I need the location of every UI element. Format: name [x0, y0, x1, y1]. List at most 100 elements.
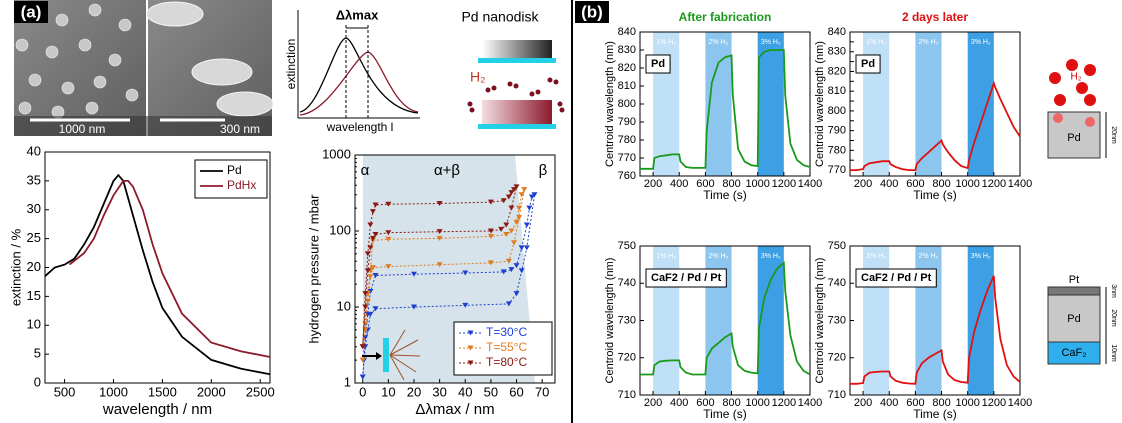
pulse-label: 1% H₂	[656, 253, 676, 260]
marker	[369, 209, 376, 215]
pulse-band	[967, 246, 994, 395]
marker	[503, 231, 510, 237]
panel-label: (b)	[581, 2, 603, 21]
x-axis-label: Time (s)	[913, 407, 957, 421]
x-tick-label: 1000	[955, 397, 979, 409]
x-axis-label: wavelength / nm	[102, 401, 212, 418]
legend-marker	[467, 360, 474, 366]
layer-label: Pd	[1067, 313, 1080, 325]
marker	[359, 374, 366, 380]
sample-label-box	[855, 268, 937, 288]
marker	[518, 245, 525, 251]
series-line	[850, 80, 1021, 171]
y-tick-label: 710	[618, 389, 636, 401]
marker	[436, 235, 443, 241]
nanodisk-schematic: Pd nanodisk H₂	[461, 9, 565, 129]
x-axis-label: Time (s)	[703, 407, 747, 421]
y-tick-label: 830	[618, 44, 636, 56]
y-tick-label: 100	[329, 222, 351, 237]
pulse-band	[653, 246, 680, 395]
x-tick-label: 600	[906, 397, 924, 409]
x-tick-label: 30	[432, 384, 446, 399]
y-tick-label: 40	[27, 143, 41, 158]
peak-shift-label: Δλmax	[336, 7, 379, 22]
y-tick-label: 790	[618, 116, 636, 128]
sem-image: 1000 nm 300 nm (a)	[14, 0, 274, 136]
x-tick-label: 1000	[745, 178, 769, 190]
marker	[518, 192, 525, 198]
x-tick-label: 400	[880, 178, 898, 190]
x-tick-label: 2500	[246, 384, 275, 399]
marker	[513, 184, 520, 190]
y-axis-label: hydrogen pressure / mbar	[306, 194, 321, 344]
x-tick-label: 1000	[955, 178, 979, 190]
x-tick-label: 200	[854, 397, 872, 409]
y-tick-label: 830	[828, 46, 846, 58]
thickness-label: 20nm	[1110, 309, 1117, 327]
x-tick-label: 40	[458, 384, 472, 399]
scale-bar-label: 300 nm	[220, 122, 260, 136]
x-tick-label: 1200	[772, 178, 796, 190]
pulse-band	[757, 246, 784, 395]
y-tick-label: 10	[27, 317, 41, 332]
y-tick-label: 780	[618, 134, 636, 146]
y-axis-label: extinction / %	[8, 228, 23, 306]
y-tick-label: 760	[618, 170, 636, 182]
x-tick-label: 600	[696, 178, 714, 190]
y-tick-label: 800	[618, 98, 636, 110]
marker	[503, 222, 510, 228]
marker	[367, 274, 374, 280]
marker	[505, 258, 512, 264]
y-tick-label: 790	[828, 125, 846, 137]
legend-marker	[467, 345, 474, 351]
marker	[526, 205, 533, 211]
pulse-label: 1% H₂	[866, 39, 886, 46]
y-tick-label: 780	[828, 144, 846, 156]
marker	[505, 301, 512, 307]
series-line	[68, 180, 271, 358]
y-tick-label: 810	[618, 80, 636, 92]
thickness-label: 3nm	[1110, 284, 1117, 298]
x-tick-label: 1400	[798, 178, 822, 190]
x-tick-label: 800	[932, 397, 950, 409]
marker	[362, 304, 369, 310]
marker	[359, 344, 366, 350]
marker	[516, 215, 523, 221]
x-tick-label: 400	[880, 397, 898, 409]
x-tick-label: 10	[381, 384, 395, 399]
y-tick-label: 820	[618, 62, 636, 74]
legend-marker	[467, 330, 474, 336]
marker	[364, 268, 371, 274]
pulse-label: 3% H₂	[761, 39, 781, 46]
y-tick-label: 750	[618, 240, 636, 252]
legend-label: T=30°C	[486, 325, 527, 339]
sample-label: CaF2 / Pd / Pt	[861, 272, 932, 284]
marker	[359, 357, 366, 363]
marker	[410, 304, 417, 310]
y-tick-label: 840	[828, 26, 846, 38]
marker	[487, 228, 494, 234]
x-tick-label: 1200	[982, 397, 1006, 409]
series-line	[640, 260, 811, 376]
series-line	[640, 49, 811, 170]
x-tick-label: 1400	[798, 397, 822, 409]
marker	[531, 192, 538, 198]
y-tick-label: 730	[618, 314, 636, 326]
marker	[500, 269, 507, 275]
pulse-band	[915, 246, 942, 395]
y-tick-label: 720	[828, 352, 846, 364]
x-tick-label: 400	[670, 178, 688, 190]
pulse-label: 2% H₂	[919, 39, 939, 46]
marker	[385, 201, 392, 207]
marker	[508, 205, 515, 211]
sample-label: Pd	[651, 58, 665, 70]
y-tick-label: 770	[618, 152, 636, 164]
marker	[385, 264, 392, 270]
legend-label: Pd	[227, 163, 242, 177]
marker	[385, 230, 392, 236]
x-tick-label: 800	[932, 178, 950, 190]
marker	[528, 194, 535, 200]
layer-label: Pd	[1067, 132, 1080, 144]
series-line	[850, 275, 1021, 385]
x-tick-label: 200	[854, 178, 872, 190]
